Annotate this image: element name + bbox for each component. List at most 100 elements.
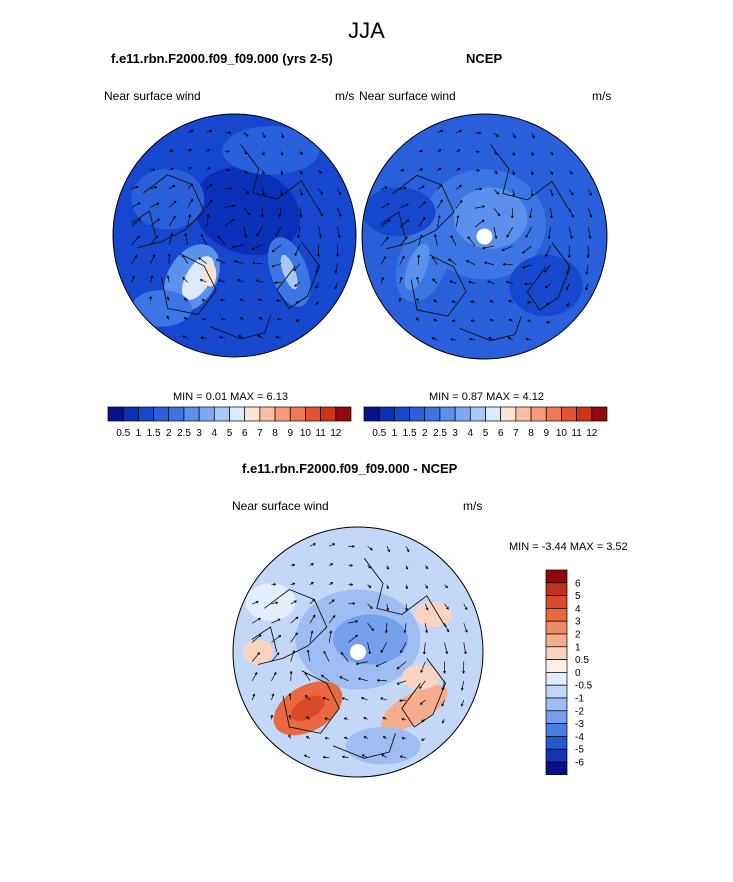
wind-vector-head xyxy=(438,149,442,152)
colorbar-swatch xyxy=(545,748,568,763)
wind-vector-head xyxy=(170,149,174,153)
wind-vector xyxy=(187,198,193,208)
wind-vector-head xyxy=(342,755,345,759)
colorbar-tick-label: 5 xyxy=(483,428,489,439)
wind-vector xyxy=(437,184,443,190)
colorbar-swatch xyxy=(545,569,568,584)
panel3-colorbar: 6 5 4 3 21 0.5 0 -0.5 -1-2 -3 -4 -5 -6 xyxy=(545,569,593,775)
wind-vector-head xyxy=(216,258,219,262)
wind-vector-head xyxy=(137,202,141,206)
wind-vector-head xyxy=(419,234,423,238)
coastline xyxy=(401,658,447,728)
colorbar-swatch xyxy=(439,406,456,422)
wind-vector xyxy=(568,208,574,218)
coastline xyxy=(386,174,455,250)
wind-vector-head xyxy=(463,651,467,655)
colorbar-swatch xyxy=(591,406,608,422)
colorbar-tick-label: 5 xyxy=(575,591,581,602)
wind-vector xyxy=(501,245,513,251)
colorbar-swatch xyxy=(485,406,502,422)
wind-vector xyxy=(361,697,368,701)
wind-vector-head xyxy=(239,298,243,302)
wind-vector-head xyxy=(501,248,505,252)
wind-vector-head xyxy=(299,171,303,175)
wind-vector xyxy=(506,226,514,238)
wind-vector-head xyxy=(257,617,261,621)
colorbar-swatch xyxy=(378,406,395,422)
wind-vector-head xyxy=(476,150,480,154)
wind-vector-head xyxy=(368,585,372,588)
wind-vector-head xyxy=(199,279,203,282)
wind-vector xyxy=(399,277,402,284)
panel3-min-max: MIN = -3.44 MAX = 3.52 xyxy=(509,541,628,553)
wind-vector-head xyxy=(450,338,453,342)
wind-vector xyxy=(328,615,336,624)
wind-vector xyxy=(455,215,459,228)
wind-vector-head xyxy=(381,277,384,280)
coastline xyxy=(490,144,571,213)
wind-vector xyxy=(318,226,322,238)
wind-vector xyxy=(418,201,426,209)
wind-vector-head xyxy=(507,336,511,340)
colorbar-swatch xyxy=(335,406,352,422)
wind-vector-head xyxy=(202,317,205,321)
wind-vector xyxy=(399,699,407,702)
colorbar-tick-label: -2 xyxy=(575,706,584,717)
wind-vector-head xyxy=(547,236,551,239)
wind-vector xyxy=(507,336,513,341)
wind-vector xyxy=(544,283,551,289)
wind-vector xyxy=(587,189,592,196)
wind-vector-head xyxy=(319,170,323,174)
wind-vector xyxy=(168,200,177,208)
wind-vector xyxy=(348,634,358,643)
wind-vector-head xyxy=(166,315,170,319)
wind-vector-head xyxy=(262,192,265,196)
coastline xyxy=(210,314,272,340)
wind-vector-head xyxy=(479,187,483,191)
wind-vector-head xyxy=(198,257,202,261)
wind-vector-head xyxy=(420,149,423,153)
wind-vector xyxy=(396,661,407,670)
colorbar-swatch xyxy=(213,406,230,422)
colorbar-tick-label: 4 xyxy=(468,428,474,439)
coastline xyxy=(240,144,320,212)
wind-vector xyxy=(304,754,311,759)
wind-vector-head xyxy=(385,236,389,240)
wind-vector xyxy=(493,208,501,217)
wind-vector xyxy=(399,255,405,265)
wind-vector-head xyxy=(313,543,316,546)
wind-vector-head xyxy=(294,284,298,287)
wind-vector-head xyxy=(522,265,525,269)
wind-vector-head xyxy=(386,203,390,206)
wind-vector-head xyxy=(421,719,425,722)
colorbar-swatch xyxy=(122,406,139,422)
colorbar-swatch xyxy=(545,608,568,622)
wind-vector xyxy=(399,219,410,228)
panel3-units-label: m/s xyxy=(463,499,483,513)
wind-vector-head xyxy=(434,234,437,237)
wind-vector xyxy=(206,130,212,134)
wind-vector-head xyxy=(585,287,588,291)
wind-vector-head xyxy=(207,149,211,152)
wind-vector xyxy=(131,202,141,208)
wind-vector xyxy=(328,599,335,605)
wind-vector xyxy=(336,207,342,217)
wind-vector xyxy=(182,255,189,264)
field-contour-region xyxy=(509,254,583,317)
wind-vector xyxy=(271,601,278,605)
field-contour-region xyxy=(204,262,217,287)
wind-vector xyxy=(218,279,226,283)
wind-vector xyxy=(442,680,445,691)
wind-vector-head xyxy=(441,703,445,707)
colorbar-tick-label: 6 xyxy=(575,578,581,589)
wind-vector-head xyxy=(423,201,427,205)
wind-vector-head xyxy=(456,215,460,219)
wind-vector-head xyxy=(384,186,388,190)
wind-vector xyxy=(131,186,139,190)
wind-vector-head xyxy=(288,693,292,697)
colorbar-tick-label: 1 xyxy=(392,428,398,439)
wind-vector-head xyxy=(382,736,386,739)
colorbar-tick-label: 1 xyxy=(136,428,142,439)
wind-vector-head xyxy=(403,630,407,633)
colorbar-tick-label: 0.5 xyxy=(372,428,386,439)
